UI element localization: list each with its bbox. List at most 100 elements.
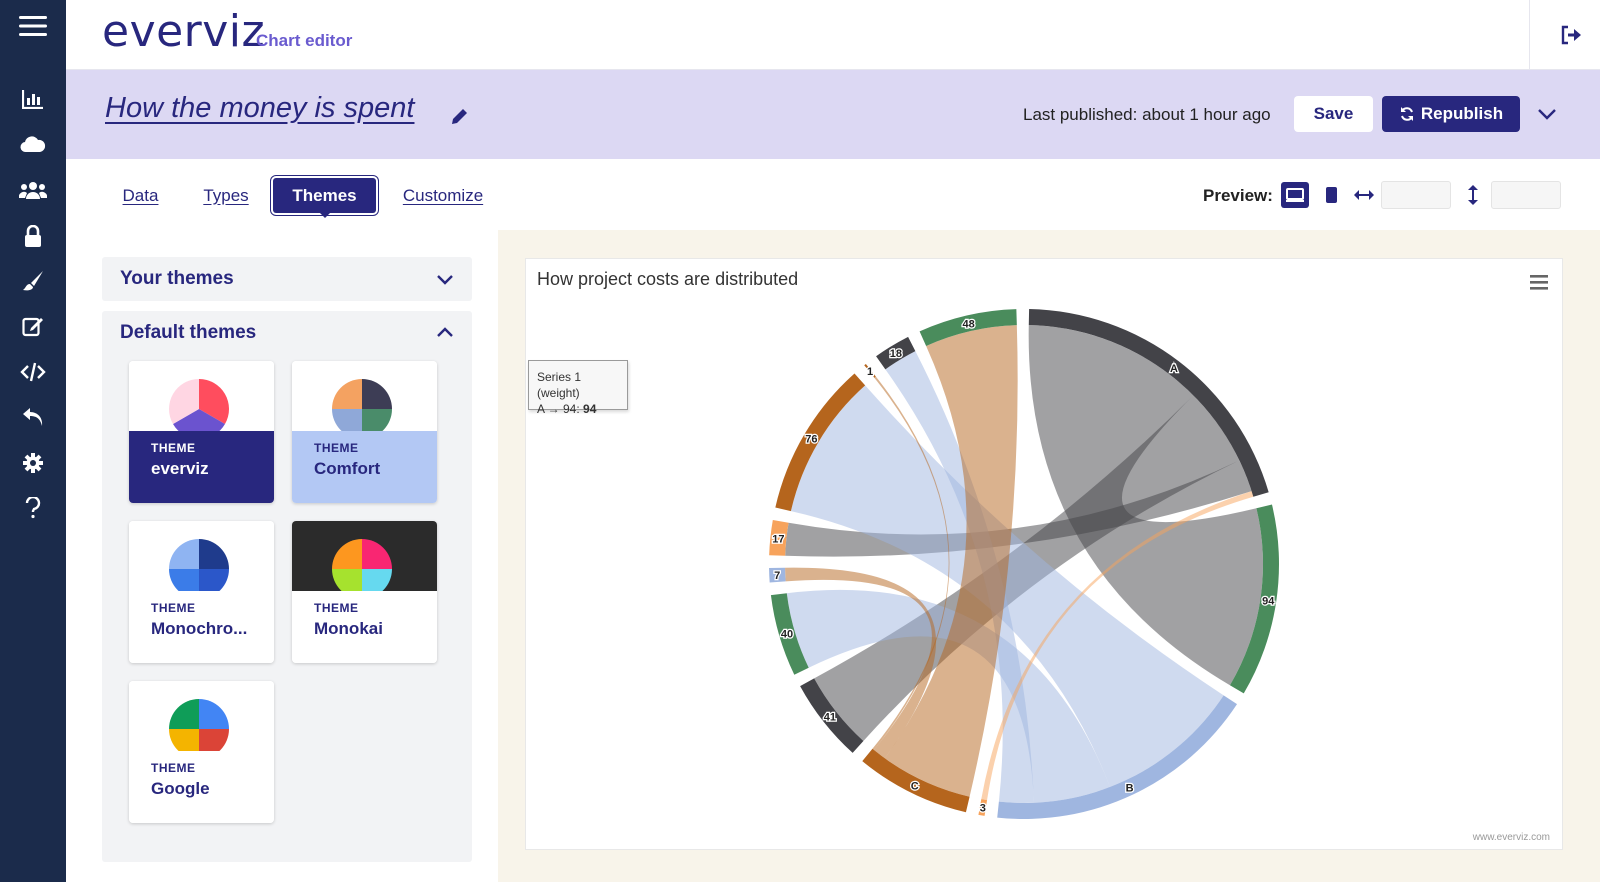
undo-icon[interactable] bbox=[0, 399, 66, 435]
chord-node-18[interactable] bbox=[876, 336, 916, 370]
chord-node-label: 48 bbox=[963, 318, 975, 330]
chord-link[interactable] bbox=[872, 376, 950, 751]
chord-node-17[interactable] bbox=[769, 520, 789, 556]
chord-node-label: B bbox=[1126, 782, 1134, 794]
chord-node-C[interactable] bbox=[862, 748, 970, 813]
thumbnail-pie-slice bbox=[169, 379, 199, 424]
chord-node-label: C bbox=[911, 781, 919, 793]
theme-kicker: THEME bbox=[151, 441, 196, 455]
theme-kicker: THEME bbox=[151, 601, 196, 615]
chord-node-41[interactable] bbox=[800, 678, 864, 753]
chart-tooltip: Series 1 (weight) A → 94: 94 bbox=[528, 360, 628, 416]
tab-data[interactable]: Data bbox=[122, 185, 159, 205]
themes-panel: Your themes Default themes THEME everviz… bbox=[102, 257, 472, 862]
thumbnail-pie-slice bbox=[199, 569, 229, 591]
page-title[interactable]: How the money is spent bbox=[105, 92, 415, 124]
chord-node-label: 17 bbox=[772, 533, 784, 545]
last-published-status: Last published: about 1 hour ago bbox=[1023, 105, 1271, 124]
tab-types[interactable]: Types bbox=[203, 185, 249, 205]
thumbnail-pie-slice bbox=[173, 409, 225, 431]
charts-icon[interactable] bbox=[0, 81, 66, 117]
thumbnail-pie-slice bbox=[362, 379, 392, 409]
chevron-down-icon[interactable] bbox=[436, 270, 454, 288]
app-logo[interactable]: everviz bbox=[102, 6, 266, 57]
chord-link[interactable] bbox=[885, 351, 1034, 804]
mobile-preview-icon[interactable] bbox=[1323, 183, 1339, 207]
republish-button[interactable]: Republish bbox=[1382, 96, 1520, 132]
logout-icon[interactable] bbox=[1556, 20, 1586, 50]
menu-icon[interactable] bbox=[0, 8, 66, 44]
theme-card-monokai[interactable]: THEME Monokai bbox=[292, 521, 437, 663]
chord-nodes: A 94 B 3 C 41 40 7 17 76 1 18 48 bbox=[769, 309, 1279, 819]
preview-height-input[interactable] bbox=[1491, 181, 1561, 209]
chord-node-label: 3 bbox=[980, 803, 986, 815]
your-themes-section[interactable]: Your themes bbox=[102, 257, 472, 301]
help-icon[interactable] bbox=[0, 490, 66, 526]
chord-link[interactable] bbox=[884, 325, 1018, 797]
preview-width-input[interactable] bbox=[1381, 181, 1451, 209]
hamburger-menu-icon[interactable] bbox=[1528, 273, 1550, 291]
chord-link[interactable] bbox=[785, 460, 1252, 557]
brush-icon[interactable] bbox=[0, 263, 66, 299]
chord-node-76[interactable] bbox=[775, 373, 866, 512]
chord-node-A[interactable] bbox=[1028, 309, 1269, 497]
cloud-icon[interactable] bbox=[0, 126, 66, 162]
theme-card-comfort[interactable]: THEME Comfort bbox=[292, 361, 437, 503]
chord-links bbox=[785, 325, 1263, 804]
app-subtitle: Chart editor bbox=[256, 31, 353, 50]
chord-node-B[interactable] bbox=[997, 695, 1238, 819]
chord-node-94[interactable] bbox=[1229, 504, 1279, 694]
chart-container: A 94 B 3 C 41 40 7 17 76 1 18 48 How project costs a… bbox=[525, 258, 1563, 850]
theme-name: Monochro... bbox=[151, 619, 248, 638]
tooltip-point: A → 94: 94 bbox=[537, 401, 619, 417]
edit-icon[interactable] bbox=[0, 308, 66, 344]
lock-icon[interactable] bbox=[0, 218, 66, 254]
theme-card-label: THEME Monokai bbox=[292, 591, 437, 663]
chord-node-label: 76 bbox=[805, 433, 817, 445]
default-themes-title: Default themes bbox=[120, 322, 257, 343]
thumbnail-pie-slice bbox=[199, 539, 229, 569]
theme-thumbnail bbox=[129, 361, 274, 431]
theme-thumbnail bbox=[292, 521, 437, 591]
theme-card-monochrome[interactable]: THEME Monochro... bbox=[129, 521, 274, 663]
active-tab-indicator bbox=[318, 211, 332, 218]
republish-label: Republish bbox=[1420, 104, 1504, 123]
chord-node-48[interactable] bbox=[919, 309, 1017, 346]
theme-card-everviz[interactable]: THEME everviz bbox=[129, 361, 274, 503]
chart-credits[interactable]: www.everviz.com bbox=[1472, 832, 1550, 843]
code-icon[interactable] bbox=[0, 354, 66, 390]
top-bar: everviz Chart editor bbox=[66, 0, 1600, 70]
chord-node-40[interactable] bbox=[770, 593, 809, 675]
default-themes-section: Default themes THEME everviz THEME Comfo… bbox=[102, 311, 472, 862]
chord-link[interactable] bbox=[1028, 325, 1263, 686]
thumbnail-pie-slice bbox=[169, 569, 199, 591]
theme-thumbnail bbox=[129, 681, 274, 751]
chord-node-7[interactable] bbox=[769, 567, 786, 583]
thumbnail-pie-slice bbox=[332, 569, 362, 591]
title-band: How the money is spent Last published: a… bbox=[66, 70, 1600, 159]
theme-card-label: THEME everviz bbox=[129, 431, 274, 503]
theme-card-google[interactable]: THEME Google bbox=[129, 681, 274, 823]
left-rail bbox=[0, 0, 66, 882]
tab-themes[interactable]: Themes bbox=[273, 178, 376, 213]
theme-kicker: THEME bbox=[314, 601, 359, 615]
desktop-preview-icon[interactable] bbox=[1281, 182, 1309, 208]
thumbnail-pie-slice bbox=[362, 409, 392, 431]
pencil-icon[interactable] bbox=[450, 106, 470, 126]
gear-icon[interactable] bbox=[0, 445, 66, 481]
chord-node-label: A bbox=[1170, 363, 1178, 375]
preview-label: Preview: bbox=[1203, 186, 1273, 205]
thumbnail-pie-slice bbox=[362, 539, 392, 569]
sync-icon bbox=[1400, 107, 1413, 121]
team-icon[interactable] bbox=[0, 172, 66, 208]
chord-node-3[interactable] bbox=[978, 799, 988, 816]
save-button[interactable]: Save bbox=[1294, 96, 1373, 132]
theme-thumbnail bbox=[129, 521, 274, 591]
chart-title: How project costs are distributed bbox=[537, 269, 799, 289]
tab-customize[interactable]: Customize bbox=[402, 185, 484, 205]
chord-node-1[interactable] bbox=[864, 363, 876, 378]
chevron-down-icon[interactable] bbox=[1536, 103, 1558, 125]
chord-diagram[interactable]: A 94 B 3 C 41 40 7 17 76 1 18 48 bbox=[526, 259, 1564, 851]
chord-link[interactable] bbox=[790, 385, 1224, 787]
chevron-up-icon[interactable] bbox=[436, 324, 454, 342]
